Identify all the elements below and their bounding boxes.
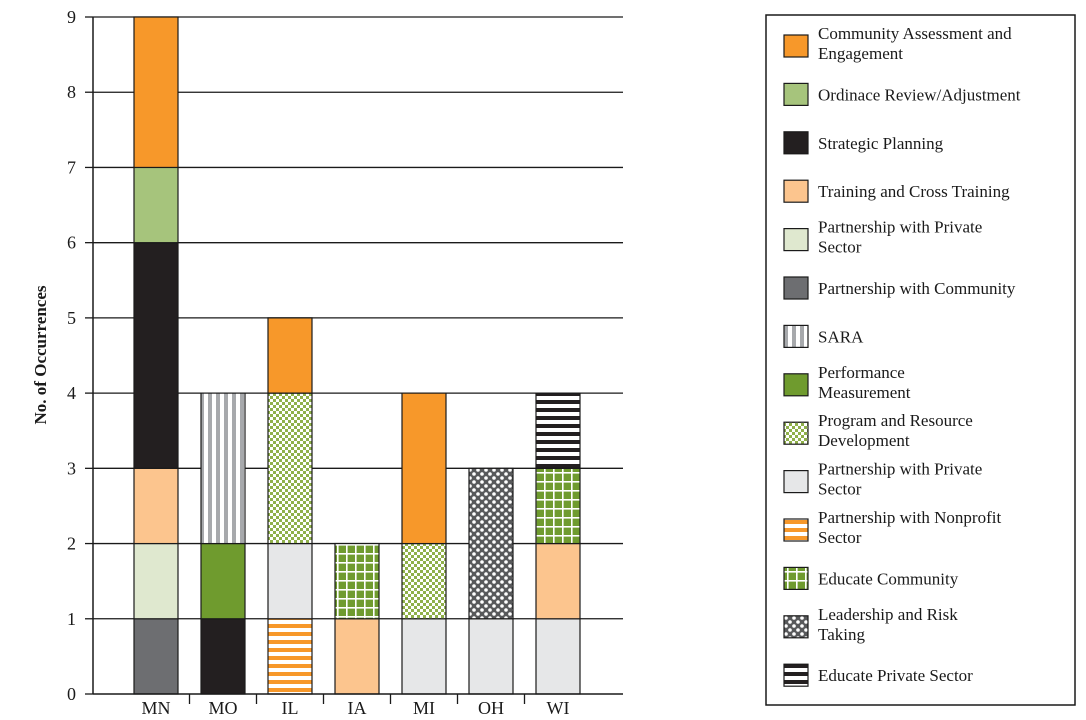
x-tick-label: IA xyxy=(348,698,367,718)
legend-label: SARA xyxy=(818,327,864,346)
x-tick-label: WI xyxy=(547,698,570,718)
legend-swatch xyxy=(783,663,809,687)
bar-segment-WI-eps xyxy=(535,392,581,469)
bar-segment-OH-pps2 xyxy=(468,618,514,695)
legend-label: Educate Private Sector xyxy=(818,666,973,685)
y-tick-label: 8 xyxy=(67,82,76,102)
bar-segment-MI-prd xyxy=(401,542,447,620)
legend-item-pc: Partnership with Community xyxy=(783,276,1016,300)
y-tick-label: 3 xyxy=(67,458,76,478)
legend-swatch xyxy=(783,228,809,252)
bar-segment-MN-ora xyxy=(133,166,179,244)
axes: MN MO IL IA MI OH WI xyxy=(92,17,623,718)
bar-segment-MI-pps2 xyxy=(401,618,447,695)
legend-label: Development xyxy=(818,431,910,450)
y-tick-label: 4 xyxy=(67,383,76,403)
legend-label: Strategic Planning xyxy=(818,134,944,153)
legend-item-tct: Training and Cross Training xyxy=(783,179,1010,203)
legend-label: Engagement xyxy=(818,44,903,63)
y-tick-label: 0 xyxy=(67,684,76,704)
legend-swatch xyxy=(783,470,809,494)
legend-label: Partnership with Private xyxy=(818,460,982,479)
legend-label: Sector xyxy=(818,238,862,257)
bar-segment-MN-pps1 xyxy=(133,542,179,620)
bar-segment-MN-pc xyxy=(133,618,179,695)
legend-label: Program and Resource xyxy=(818,411,973,430)
bar-segment-WI-pps2 xyxy=(535,618,581,695)
y-axis-title: No. of Occurrences xyxy=(31,285,50,424)
legend-label: Taking xyxy=(818,625,865,644)
y-tick-label: 1 xyxy=(67,609,76,629)
legend-swatch xyxy=(783,34,809,58)
legend-swatch xyxy=(783,421,809,445)
legend-label: Partnership with Private xyxy=(818,218,982,237)
bars xyxy=(133,16,581,695)
bar-segment-MO-pm xyxy=(200,542,246,620)
legend-swatch xyxy=(783,131,809,155)
legend-label: Sector xyxy=(818,480,862,499)
bar-segment-WI-tct xyxy=(535,542,581,620)
bar-segment-IL-pns xyxy=(267,618,313,695)
bar-segment-MO-sara xyxy=(200,392,246,545)
legend-label: Educate Community xyxy=(818,569,959,588)
legend-label: Measurement xyxy=(818,383,911,402)
legend-item-ora: Ordinace Review/Adjustment xyxy=(783,82,1021,107)
legend-swatch xyxy=(783,518,809,542)
legend-swatch xyxy=(783,179,809,203)
grid-lines: 0 1 2 3 4 5 6 7 8 9 xyxy=(67,7,623,704)
bar-segment-MI-cae xyxy=(401,392,447,545)
bar-segment-OH-lrt xyxy=(468,467,514,620)
bar-segment-IA-ec xyxy=(334,542,380,620)
legend-swatch xyxy=(783,615,809,639)
legend-label: Partnership with Community xyxy=(818,279,1016,298)
x-tick-label: MI xyxy=(413,698,435,718)
legend-swatch xyxy=(783,276,809,300)
y-tick-label: 5 xyxy=(67,308,76,328)
legend-swatch xyxy=(783,373,809,397)
y-tick-label: 6 xyxy=(67,233,76,253)
bar-segment-MN-tct xyxy=(133,467,179,545)
x-tick-label: IL xyxy=(282,698,299,718)
legend-item-sp: Strategic Planning xyxy=(783,131,944,155)
legend-label: Partnership with Nonprofit xyxy=(818,508,1001,527)
y-tick-label: 7 xyxy=(67,157,76,177)
legend-item-sara: SARA xyxy=(783,324,864,348)
bar-segment-WI-ec xyxy=(535,467,581,545)
x-tick-label: MO xyxy=(208,698,237,718)
legend-swatch xyxy=(783,324,809,348)
legend-swatch xyxy=(783,82,809,107)
legend-label: Performance xyxy=(818,363,905,382)
legend-label: Sector xyxy=(818,528,862,547)
bar-segment-IA-tct xyxy=(334,618,380,695)
bar-segment-IL-pps2 xyxy=(267,542,313,620)
bar-segment-MN-sp xyxy=(133,242,179,469)
legend-swatch xyxy=(783,566,809,591)
legend-item-ec: Educate Community xyxy=(783,566,959,591)
legend-label: Community Assessment and xyxy=(818,24,1012,43)
bar-segment-MN-cae xyxy=(133,16,179,169)
legend-label: Ordinace Review/Adjustment xyxy=(818,85,1021,104)
legend-label: Training and Cross Training xyxy=(818,182,1010,201)
bar-segment-IL-prd xyxy=(267,392,313,545)
bar-segment-IL-cae xyxy=(267,317,313,394)
y-tick-label: 2 xyxy=(67,534,76,554)
bar-segment-MO-sp xyxy=(200,618,246,695)
y-tick-label: 9 xyxy=(67,7,76,27)
legend-label: Leadership and Risk xyxy=(818,605,958,624)
x-tick-label: MN xyxy=(141,698,170,718)
legend-box xyxy=(765,14,1076,706)
legend-item-eps: Educate Private Sector xyxy=(783,663,973,687)
x-tick-label: OH xyxy=(478,698,504,718)
